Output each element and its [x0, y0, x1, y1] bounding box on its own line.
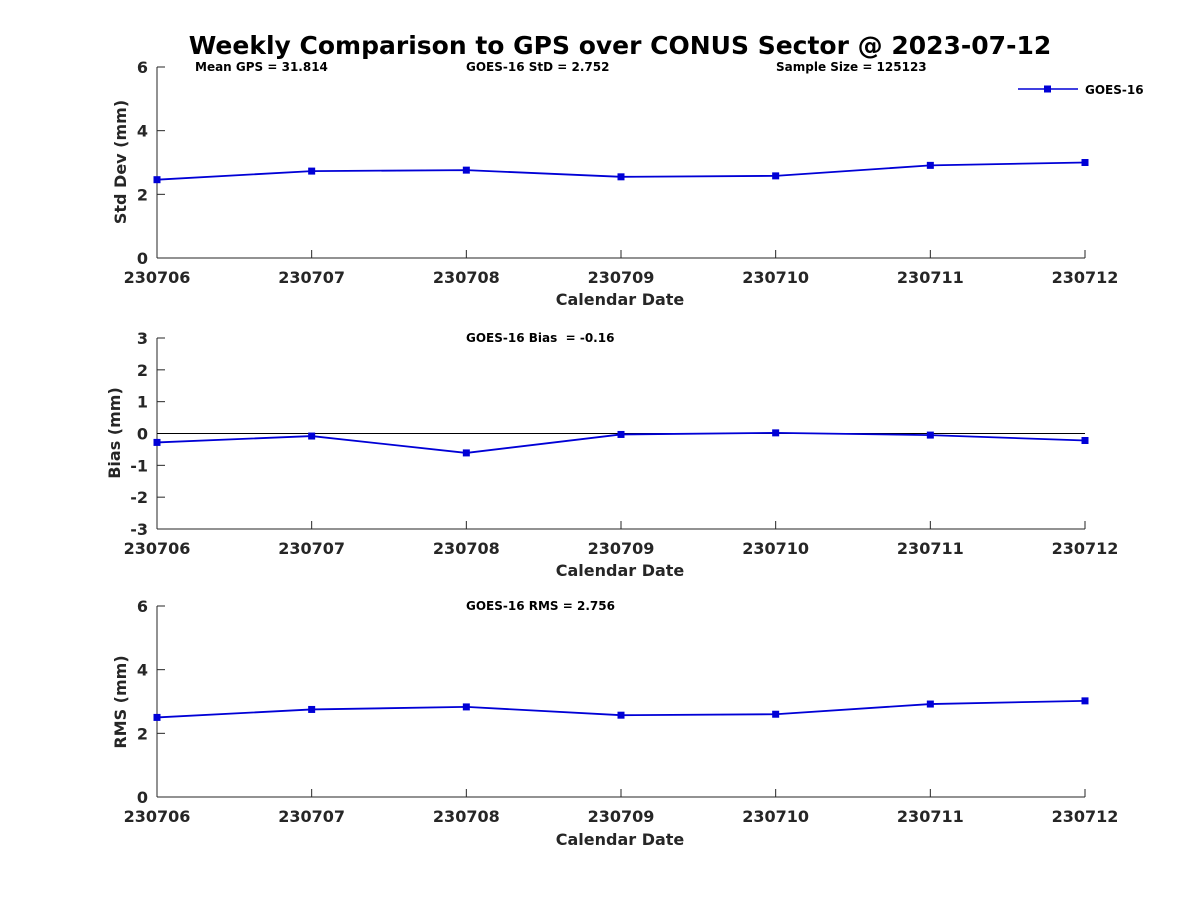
y-tick-label-bias-5: 2 [137, 361, 148, 380]
data-point-bias-6 [1081, 437, 1089, 445]
legend-label: GOES-16 [1085, 83, 1144, 97]
y-tick-label-bias-6: 3 [137, 329, 148, 348]
y-tick-label-std-2: 4 [137, 122, 148, 141]
y-axis-label-bias: Bias (mm) [105, 387, 124, 479]
x-tick-label-rms-2: 230708 [433, 807, 500, 826]
x-tick-label-std-1: 230707 [278, 268, 345, 287]
data-point-std-3 [617, 173, 625, 181]
annotation-bias: GOES-16 Bias = -0.16 [466, 331, 614, 345]
y-tick-label-rms-1: 2 [137, 724, 148, 743]
y-tick-label-rms-0: 0 [137, 788, 148, 807]
x-axis-label-bias: Calendar Date [556, 561, 685, 580]
data-point-std-5 [926, 161, 934, 169]
x-tick-label-std-2: 230708 [433, 268, 500, 287]
annotation-rms: GOES-16 RMS = 2.756 [466, 599, 615, 613]
y-tick-label-std-0: 0 [137, 249, 148, 268]
panel-bias: GOES-16 Bias = -0.16 Bias (mm) Calendar … [105, 331, 684, 580]
panel-std: Mean GPS = 31.814 GOES-16 StD = 2.752 Sa… [111, 60, 1144, 309]
y-tick-label-bias-3: 0 [137, 425, 148, 444]
data-point-bias-1 [308, 432, 316, 440]
x-tick-label-rms-5: 230711 [897, 807, 964, 826]
data-point-std-2 [462, 166, 470, 174]
x-tick-label-rms-4: 230710 [742, 807, 809, 826]
data-point-bias-5 [926, 431, 934, 439]
x-tick-label-rms-6: 230712 [1052, 807, 1119, 826]
y-tick-label-std-1: 2 [137, 185, 148, 204]
data-point-rms-1 [308, 705, 316, 713]
y-tick-label-bias-4: 1 [137, 393, 148, 412]
data-point-rms-3 [617, 711, 625, 719]
y-tick-label-bias-0: -3 [130, 520, 148, 539]
data-point-rms-5 [926, 700, 934, 708]
data-point-std-4 [772, 172, 780, 180]
plot-layer: 0 2 4 6 230706 230707 230708 230709 230710 230711… [124, 58, 1119, 826]
x-tick-label-std-3: 230709 [588, 268, 655, 287]
x-tick-label-bias-5: 230711 [897, 539, 964, 558]
y-tick-label-std-3: 6 [137, 58, 148, 77]
legend: GOES-16 [1018, 83, 1144, 97]
x-tick-label-bias-6: 230712 [1052, 539, 1119, 558]
data-point-std-1 [308, 167, 316, 175]
y-tick-label-bias-2: -1 [130, 456, 148, 475]
x-tick-label-bias-4: 230710 [742, 539, 809, 558]
annotation-std: GOES-16 StD = 2.752 [466, 60, 609, 74]
data-point-bias-2 [462, 449, 470, 457]
panel-rms: GOES-16 RMS = 2.756 RMS (mm) Calendar Da… [111, 599, 684, 849]
x-tick-label-std-4: 230710 [742, 268, 809, 287]
data-point-bias-4 [772, 429, 780, 437]
y-tick-label-rms-3: 6 [137, 597, 148, 616]
x-tick-label-bias-1: 230707 [278, 539, 345, 558]
y-axis-label-std: Std Dev (mm) [111, 100, 130, 224]
data-point-rms-6 [1081, 697, 1089, 705]
y-tick-label-bias-1: -2 [130, 488, 148, 507]
x-tick-label-rms-0: 230706 [124, 807, 191, 826]
x-tick-label-bias-2: 230708 [433, 539, 500, 558]
x-tick-label-std-0: 230706 [124, 268, 191, 287]
x-axis-label-std: Calendar Date [556, 290, 685, 309]
x-tick-label-bias-3: 230709 [588, 539, 655, 558]
x-tick-label-rms-1: 230707 [278, 807, 345, 826]
data-point-rms-2 [462, 703, 470, 711]
data-point-rms-4 [772, 710, 780, 718]
y-axis-label-rms: RMS (mm) [111, 655, 130, 748]
x-tick-label-rms-3: 230709 [588, 807, 655, 826]
data-point-bias-3 [617, 430, 625, 438]
x-tick-label-bias-0: 230706 [124, 539, 191, 558]
x-axis-label-rms: Calendar Date [556, 830, 685, 849]
annotation-mean-gps: Mean GPS = 31.814 [195, 60, 328, 74]
data-point-bias-0 [153, 438, 161, 446]
chart-title: Weekly Comparison to GPS over CONUS Sect… [189, 31, 1052, 60]
y-tick-label-rms-2: 4 [137, 661, 148, 680]
legend-marker [1044, 85, 1051, 93]
data-point-std-6 [1081, 159, 1089, 166]
data-point-rms-0 [153, 713, 161, 721]
data-point-std-0 [153, 176, 161, 184]
x-tick-label-std-6: 230712 [1052, 268, 1119, 287]
x-tick-label-std-5: 230711 [897, 268, 964, 287]
annotation-sample-size: Sample Size = 125123 [776, 60, 927, 74]
